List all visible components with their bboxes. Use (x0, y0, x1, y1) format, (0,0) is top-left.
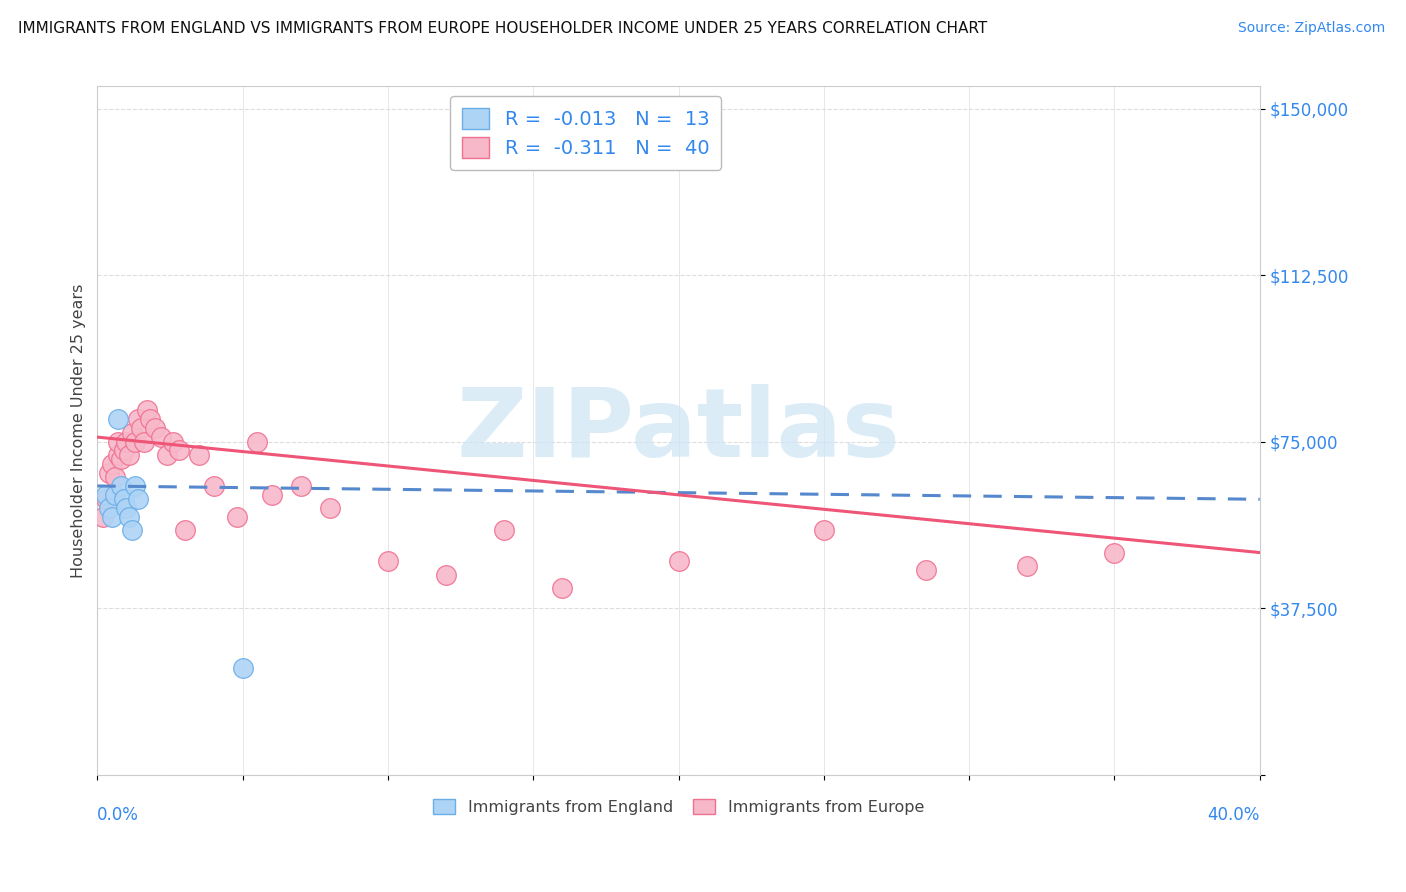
Point (107, 412, 129, 426)
Point (494, 524, 516, 538)
Point (127, 492, 149, 507)
Point (813, 524, 835, 538)
Point (101, 457, 124, 471)
Text: ZIPatlas: ZIPatlas (457, 384, 900, 477)
Point (107, 434, 129, 449)
Point (167, 443, 190, 458)
Point (110, 479, 132, 493)
Point (115, 434, 138, 449)
Point (132, 434, 155, 449)
Point (150, 430, 173, 444)
Text: IMMIGRANTS FROM ENGLAND VS IMMIGRANTS FROM EUROPE HOUSEHOLDER INCOME UNDER 25 YE: IMMIGRANTS FROM ENGLAND VS IMMIGRANTS FR… (18, 21, 987, 37)
Point (121, 425, 143, 440)
Point (145, 421, 167, 435)
Point (668, 554, 690, 568)
Point (94, 488, 117, 502)
Point (118, 448, 141, 462)
Point (434, 567, 457, 582)
Text: 40.0%: 40.0% (1208, 805, 1260, 823)
Point (290, 479, 312, 493)
Point (914, 563, 936, 577)
Point (118, 510, 141, 524)
Point (110, 452, 132, 467)
Point (98, 466, 121, 480)
Point (173, 524, 195, 538)
Point (127, 412, 149, 426)
Point (115, 501, 138, 516)
Point (138, 412, 160, 426)
Point (260, 488, 283, 502)
Point (188, 448, 211, 462)
Text: Source: ZipAtlas.com: Source: ZipAtlas.com (1237, 21, 1385, 36)
Text: 0.0%: 0.0% (97, 805, 139, 823)
Point (202, 479, 225, 493)
Point (246, 434, 269, 449)
Point (135, 403, 157, 417)
Point (104, 470, 127, 484)
Point (112, 443, 135, 458)
Point (101, 510, 124, 524)
Point (121, 524, 143, 538)
Point (1017, 558, 1039, 573)
Point (232, 661, 254, 675)
Point (319, 501, 342, 516)
Point (107, 448, 129, 462)
Point (1104, 545, 1126, 559)
Point (112, 492, 135, 507)
Legend: Immigrants from England, Immigrants from Europe: Immigrants from England, Immigrants from… (426, 793, 931, 822)
Point (225, 510, 247, 524)
Point (377, 554, 399, 568)
Point (156, 448, 179, 462)
Point (162, 434, 184, 449)
Point (124, 434, 146, 449)
Y-axis label: Householder Income Under 25 years: Householder Income Under 25 years (72, 284, 86, 578)
Point (98, 501, 121, 516)
Point (91, 510, 114, 524)
Point (129, 421, 152, 435)
Point (124, 479, 146, 493)
Point (551, 581, 574, 595)
Point (104, 488, 127, 502)
Point (94, 492, 117, 507)
